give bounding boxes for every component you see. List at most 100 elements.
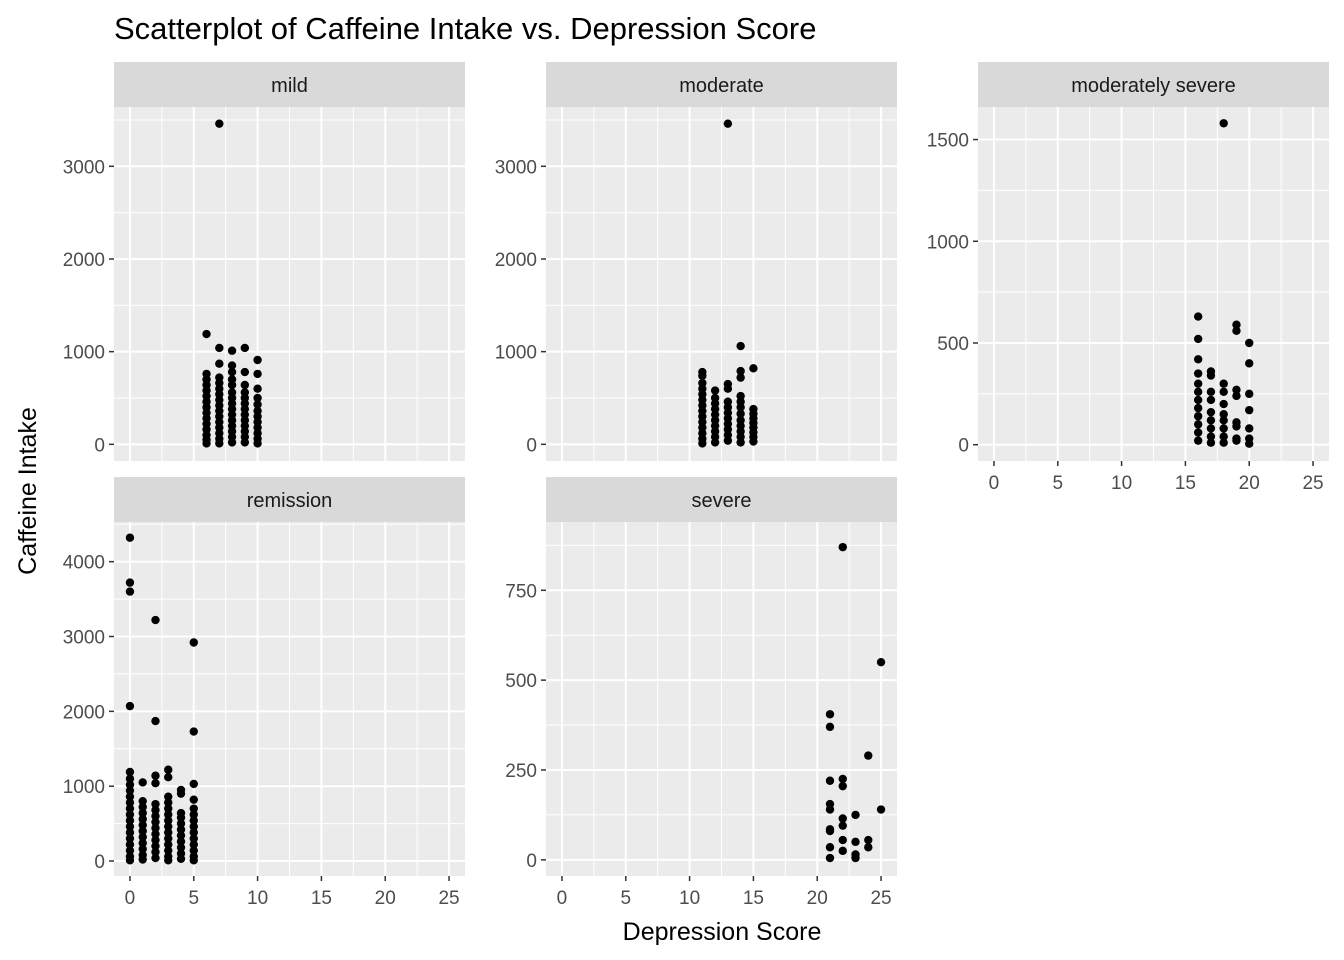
data-point	[825, 776, 835, 785]
data-point	[125, 856, 135, 865]
data-point	[138, 814, 147, 824]
data-point	[151, 716, 160, 726]
data-point	[164, 798, 173, 807]
data-point	[736, 403, 745, 412]
data-point	[189, 779, 198, 789]
data-point	[189, 828, 198, 837]
data-point	[1232, 436, 1241, 445]
data-point	[125, 780, 135, 789]
chart-title: Scatterplot of Caffeine Intake vs. Depre…	[114, 11, 816, 46]
data-point	[1219, 438, 1228, 447]
data-point	[215, 119, 224, 128]
data-point	[138, 844, 147, 854]
x-tick-label: 25	[438, 888, 459, 909]
data-point	[1193, 334, 1203, 344]
data-point	[1245, 359, 1254, 368]
data-point	[723, 119, 733, 128]
data-point	[240, 438, 250, 447]
data-point	[189, 816, 198, 825]
data-point	[151, 811, 160, 821]
y-tick-label: 1000	[63, 777, 105, 798]
data-point	[176, 813, 186, 822]
data-point	[151, 847, 160, 857]
y-tick-label: 4000	[63, 553, 105, 574]
data-point	[1193, 355, 1203, 364]
data-point	[164, 816, 173, 825]
data-point	[151, 823, 160, 833]
data-point	[1206, 438, 1216, 447]
facet-strip	[546, 477, 897, 522]
data-point	[698, 439, 707, 448]
data-point	[838, 835, 847, 845]
data-point	[1232, 422, 1241, 431]
y-tick-label: 2000	[495, 250, 537, 271]
data-point	[151, 841, 160, 851]
data-point	[1219, 119, 1228, 128]
data-point	[189, 834, 198, 843]
data-point	[125, 798, 135, 807]
data-point	[151, 615, 160, 625]
data-point	[151, 771, 160, 780]
x-tick-label: 10	[1111, 473, 1132, 494]
y-tick-label: 1000	[927, 232, 969, 253]
y-tick-label: 2000	[63, 250, 105, 271]
data-point	[1232, 391, 1241, 401]
data-point	[189, 840, 198, 849]
data-point	[825, 826, 835, 836]
data-point	[164, 846, 173, 855]
y-axis-title: Caffeine Intake	[14, 407, 42, 575]
data-point	[215, 343, 224, 353]
data-point	[125, 846, 135, 855]
y-tick-label: 3000	[63, 628, 105, 649]
x-tick-label: 5	[620, 888, 631, 909]
data-point	[1219, 424, 1228, 433]
data-point	[176, 837, 186, 846]
panel-remission: remission 0 1000 2000 3000 4000 0 5 10 15 20 25	[63, 477, 465, 909]
x-tick-label: 10	[247, 888, 268, 909]
data-point	[851, 837, 860, 847]
data-point	[125, 774, 135, 783]
data-point	[838, 821, 847, 830]
data-point	[176, 854, 186, 863]
y-tick-label: 750	[505, 581, 537, 602]
y-tick-label: 0	[526, 851, 537, 872]
data-point	[215, 439, 224, 448]
data-point	[723, 436, 733, 445]
data-point	[825, 710, 835, 719]
data-point	[240, 343, 250, 353]
x-tick-label: 0	[125, 888, 136, 909]
data-point	[240, 380, 250, 390]
panel-moderate: moderate 0 1000 2000 3000	[495, 62, 897, 461]
data-point	[189, 810, 198, 819]
data-point	[189, 846, 198, 855]
data-point	[125, 804, 135, 813]
data-point	[227, 380, 237, 390]
x-tick-label: 0	[989, 473, 1000, 494]
data-point	[189, 822, 198, 831]
x-tick-label: 0	[557, 888, 568, 909]
data-point	[253, 400, 262, 409]
data-point	[215, 359, 224, 368]
data-point	[253, 369, 262, 379]
data-point	[1245, 405, 1254, 415]
data-point	[125, 786, 135, 795]
data-point	[1193, 395, 1203, 405]
y-tick-label: 250	[505, 761, 537, 782]
data-point	[151, 829, 160, 839]
data-point	[1232, 385, 1241, 394]
data-point	[876, 657, 886, 667]
data-point	[736, 373, 745, 382]
data-point	[736, 341, 745, 351]
facet-strip	[114, 62, 465, 107]
panel-mild: mild 0 1000 2000 3000	[63, 62, 465, 461]
data-point	[710, 386, 720, 395]
facet-strip	[546, 62, 897, 107]
x-tick-label: 20	[375, 888, 396, 909]
data-point	[125, 792, 135, 801]
data-point	[838, 774, 847, 784]
facet-label: moderately severe	[1071, 75, 1236, 97]
data-point	[138, 832, 147, 842]
data-point	[1193, 428, 1203, 437]
